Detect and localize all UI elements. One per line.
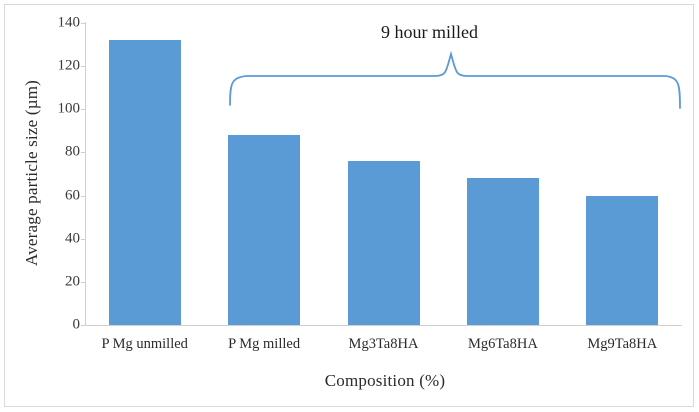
y-axis-tick-label: 60 — [65, 187, 80, 204]
bar[interactable] — [228, 135, 301, 325]
y-axis-tick-label: 120 — [57, 57, 81, 74]
x-axis-category-label: P Mg unmilled — [101, 336, 188, 352]
y-axis-tick-mark — [81, 325, 85, 326]
y-axis-tick-mark — [81, 23, 85, 24]
x-axis-line — [85, 325, 682, 326]
bar[interactable] — [466, 178, 539, 325]
y-axis-line — [85, 22, 86, 326]
curly-brace-icon — [229, 50, 681, 109]
x-axis-category-label: Mg3Ta8HA — [348, 336, 419, 352]
x-axis-category-label: Mg6Ta8HA — [467, 336, 538, 352]
y-axis-tick-label: 140 — [57, 14, 81, 31]
y-axis-tick-labels: 0 20 40 60 80 100 120 140 — [36, 0, 81, 412]
plot-area — [85, 23, 682, 325]
y-axis-tick-label: 80 — [65, 143, 80, 160]
x-axis-title: Composition (%) — [324, 371, 446, 390]
y-axis-tick-mark — [81, 281, 85, 283]
y-axis-tick-mark — [81, 109, 85, 111]
y-axis-tick-label: 40 — [65, 230, 80, 247]
bar[interactable] — [347, 161, 420, 325]
bar[interactable] — [586, 195, 659, 325]
y-axis-tick-label: 0 — [72, 316, 81, 333]
y-axis-tick-mark — [81, 152, 85, 154]
annotation-label-9-hour-milled: 9 hour milled — [381, 22, 478, 42]
x-axis-category-label: P Mg milled — [228, 336, 301, 352]
y-axis-tick-label: 100 — [57, 100, 81, 117]
y-axis-tick-mark — [81, 195, 85, 197]
x-axis-category-label: Mg9Ta8HA — [587, 336, 658, 352]
y-axis-tick-mark — [81, 66, 85, 68]
y-axis-tick-mark — [81, 238, 85, 240]
bar[interactable] — [108, 40, 181, 325]
y-axis-tick-label: 20 — [65, 273, 80, 290]
